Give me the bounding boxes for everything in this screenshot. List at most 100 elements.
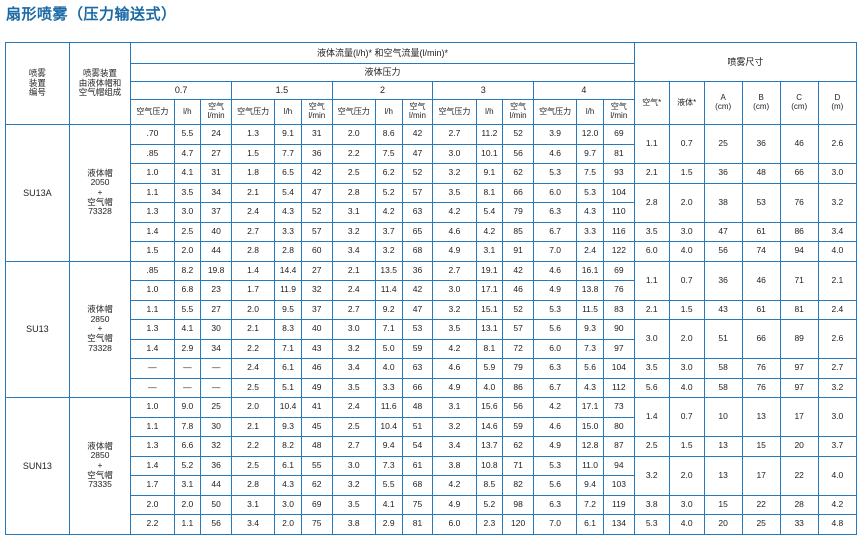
cell-value: 56 — [200, 514, 233, 535]
cell-value: 80 — [602, 416, 635, 437]
cell-value: 11.0 — [576, 455, 604, 476]
cell-value: 14.4 — [274, 260, 302, 281]
cell-value: 2.5 — [331, 163, 376, 184]
spray-dim-cell: 3.2 — [817, 182, 858, 223]
spray-dim-cell: 38 — [703, 182, 743, 223]
spray-dim-cell: 25 — [741, 514, 781, 535]
cell-value: 3.3 — [374, 377, 403, 398]
header-device-no-l1: 喷雾 — [28, 68, 46, 79]
cell-value: 91 — [502, 241, 535, 262]
cell-value: 3.4 — [231, 514, 276, 535]
cell-value: 2.5 — [231, 377, 276, 398]
combo-line: 液体帽 — [87, 304, 113, 315]
cell-value: 3.1 — [475, 241, 504, 262]
spray-dim-cell: 0.7 — [668, 260, 705, 301]
spray-dim-cell: 3.2 — [817, 377, 858, 398]
header-sub-lmin-word: l/min — [308, 111, 326, 120]
table-row: 1.1 3.5 34 2.1 5.4 47 2.8 5.2 57 3.5 8.1 66 6.0 5.3 10… — [6, 182, 858, 223]
spray-dim-cell: 2.5 — [633, 436, 670, 457]
cell-value: 5.5 — [173, 124, 202, 145]
cell-value: 4.0 — [475, 377, 504, 398]
cell-value: 3.5 — [432, 182, 477, 203]
table-row: — — —2.4 6.1 46 3.4 4.0 63 4.6 5.9 79 6.3 5.6 104 3.5 3… — [6, 358, 858, 379]
spray-dim-cell: 5.3 — [633, 514, 670, 535]
cell-value: 2.0 — [130, 494, 175, 515]
cell-value: 3.5 — [432, 319, 477, 340]
spray-dim-cell: 4.2 — [817, 494, 858, 515]
cell-value: 68 — [401, 475, 434, 496]
spray-dim-cell: 43 — [703, 299, 743, 320]
header-sub-lh-3: l/h — [475, 99, 504, 125]
spray-dim-cell: 46 — [741, 260, 781, 301]
cell-value: 27 — [300, 260, 333, 281]
cell-value: 10.4 — [374, 416, 403, 437]
table-row: SUN13 液体帽 2850 + 空气帽 73335 1.0 9.0 25 2.0 10.4 41 2.… — [5, 397, 858, 535]
cell-value: 63 — [401, 202, 434, 223]
table-row: 1.4 2.9 34 2.2 7.1 43 3.2 5.0 59 4.2 8.1 72 6.0 7.3 97 — [6, 338, 857, 359]
cell-value: 5.4 — [475, 202, 504, 223]
header-dim-b-unit: (cm) — [753, 102, 770, 111]
cell-value: — — [130, 358, 175, 379]
cell-value: 1.8 — [231, 163, 276, 184]
cell-value: 69 — [300, 494, 333, 515]
combo-line: + — [97, 459, 103, 470]
cell-value: 52 — [502, 299, 535, 320]
cell-value: 10.4 — [274, 397, 302, 418]
cell-value: 6.6 — [173, 436, 202, 457]
spray-dim-cell: 1.4 — [633, 397, 670, 437]
spray-dim-cell: 2.8 — [633, 182, 670, 223]
cell-value: 52 — [300, 202, 333, 223]
cell-value: 2.2 — [231, 338, 276, 359]
cell-value: 25 — [200, 397, 233, 418]
cell-value: 4.2 — [475, 221, 504, 242]
cell-value: 48 — [300, 436, 333, 457]
cell-value: 6.0 — [533, 182, 578, 203]
cell-value: 4.6 — [432, 358, 477, 379]
cell-value: 2.0 — [231, 299, 276, 320]
cell-value: 1.1 — [130, 416, 175, 437]
combo-line: 73335 — [88, 479, 112, 490]
cell-value: 11.5 — [576, 299, 604, 320]
cell-value: 5.3 — [533, 455, 578, 476]
cell-value: 7.5 — [576, 163, 604, 184]
table-row: 1.0 6.8 23 1.7 11.9 32 2.4 11.4 42 3.0 17.1 46 4.9 13… — [6, 280, 857, 301]
cell-value: 3.2 — [432, 299, 477, 320]
header-device-combo-l1: 喷雾装置 — [83, 68, 118, 79]
cell-value: — — [173, 358, 202, 379]
table-row: 1.3 4.1 30 2.1 8.3 40 3.0 7.1 53 3.5 13.1 57 5.6 9.3 9… — [6, 319, 858, 359]
cell-value: 7.1 — [274, 338, 302, 359]
cell-value: 19.8 — [200, 260, 233, 281]
cell-value: 2.8 — [331, 182, 376, 203]
cell-value: 3.2 — [432, 163, 477, 184]
header-sub-lmin-word: l/min — [207, 111, 225, 120]
cell-value: 36 — [401, 260, 434, 281]
cell-value: 5.6 — [533, 319, 578, 340]
spray-dim-cell: 4.0 — [668, 377, 705, 398]
header-dim-b-letter: B — [758, 93, 764, 103]
cell-value: 37 — [300, 299, 333, 320]
spray-dim-cell: 58 — [703, 377, 743, 398]
combo-line: 空气帽 — [87, 196, 113, 207]
cell-value: 13.8 — [576, 280, 604, 301]
cell-value: 2.9 — [374, 514, 403, 535]
cell-value: 2.2 — [331, 143, 376, 164]
spray-dim-cell: 5.6 — [633, 377, 670, 398]
header-flow-group: 液体流量(l/h)* 和空气流量(l/min)* — [130, 42, 635, 64]
cell-value: 61 — [401, 455, 434, 476]
cell-value: 11.4 — [374, 280, 403, 301]
cell-value: 3.4 — [331, 358, 376, 379]
spray-dim-cell: 2.6 — [817, 319, 858, 359]
cell-value: 2.1 — [231, 416, 276, 437]
table-row: .85 4.7 27 1.5 7.7 36 2.2 7.5 47 3.0 10.1 56 4.6 9.7 8… — [6, 143, 857, 164]
cell-value: 87 — [602, 436, 635, 457]
spray-dim-cell: 2.6 — [817, 124, 858, 164]
combo-line: 空气帽 — [87, 333, 113, 343]
cell-value: 3.0 — [331, 319, 376, 340]
device-no-SU13: SU13 — [5, 260, 70, 398]
spray-dim-cell: 76 — [779, 182, 819, 223]
table-row: 1.5 2.0 44 2.8 2.8 60 3.4 3.2 68 4.9 3.1 91 7.0 2.4 12… — [6, 241, 858, 262]
cell-value: 1.7 — [130, 475, 175, 496]
spray-dim-cell: 58 — [703, 358, 743, 379]
cell-value: 17.1 — [576, 397, 604, 418]
cell-value: 4.3 — [274, 202, 302, 223]
